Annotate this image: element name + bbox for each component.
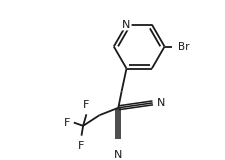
Text: F: F [63,118,70,128]
Text: Br: Br [177,42,188,52]
Text: F: F [78,141,84,151]
Text: N: N [156,98,164,108]
Text: F: F [83,100,89,110]
Text: N: N [122,20,130,30]
Text: N: N [114,150,122,160]
